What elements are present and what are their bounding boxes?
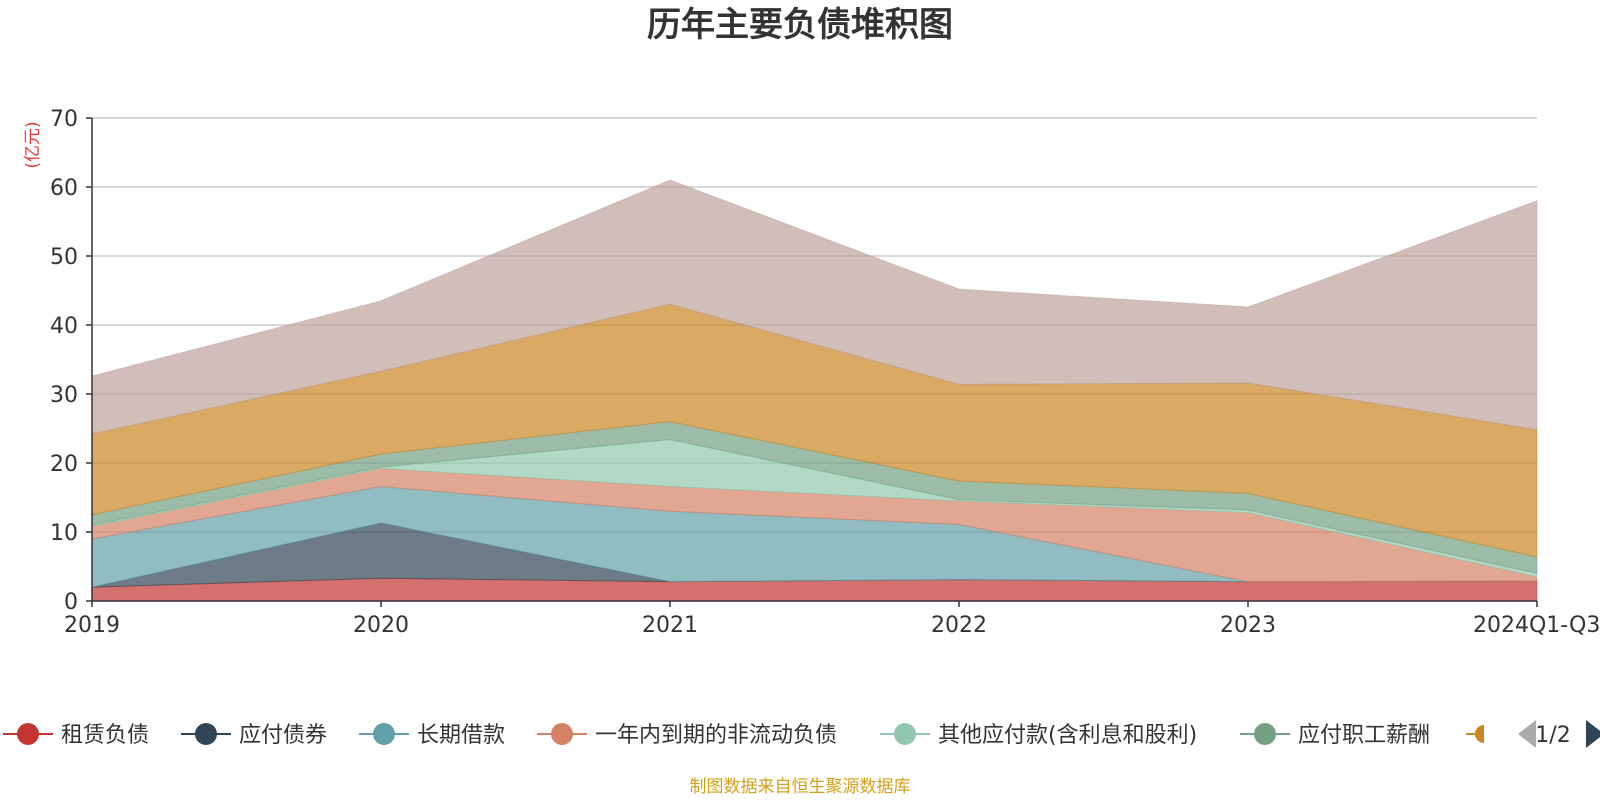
x-tick-label: 2021 bbox=[642, 613, 698, 638]
legend-marker bbox=[1475, 725, 1484, 743]
legend-pager: 1/2 bbox=[1518, 720, 1600, 748]
y-tick-label: 10 bbox=[50, 521, 78, 546]
legend: 租赁负债 应付债券 长期借款 一年内到期的非流动负债 其他应付款(含利息和股利) 应付职工… bbox=[3, 723, 1484, 748]
y-tick-label: 0 bbox=[64, 590, 78, 615]
legend-item-4[interactable]: 一年内到期的非流动负债 bbox=[537, 723, 837, 748]
legend-label: 应付债券 bbox=[239, 723, 327, 748]
legend-page-indicator: 1/2 bbox=[1535, 723, 1570, 748]
y-tick-label: 70 bbox=[50, 107, 78, 132]
x-tick-label: 2023 bbox=[1220, 613, 1276, 638]
legend-marker bbox=[195, 723, 217, 745]
legend-item-7-partial[interactable] bbox=[1466, 725, 1484, 743]
legend-label: 长期借款 bbox=[417, 723, 505, 748]
y-tick-label: 30 bbox=[50, 383, 78, 408]
legend-label: 一年内到期的非流动负债 bbox=[595, 723, 837, 748]
data-source-note: 制图数据来自恒生聚源数据库 bbox=[690, 777, 911, 797]
legend-marker bbox=[373, 723, 395, 745]
y-tick-label: 60 bbox=[50, 176, 78, 201]
x-tick-label: 2022 bbox=[931, 613, 987, 638]
y-tick-label: 50 bbox=[50, 245, 78, 270]
x-tick-label: 2020 bbox=[353, 613, 409, 638]
y-tick-label: 40 bbox=[50, 314, 78, 339]
x-tick-label: 2024Q1-Q3 bbox=[1473, 613, 1600, 638]
area-series-8[interactable] bbox=[91, 179, 1538, 435]
y-tick-label: 20 bbox=[50, 452, 78, 477]
chart-title: 历年主要负债堆积图 bbox=[647, 5, 953, 45]
legend-next-page-icon[interactable] bbox=[1586, 720, 1600, 748]
y-axis-unit-label: (亿元) bbox=[23, 121, 43, 168]
legend-marker bbox=[1254, 723, 1276, 745]
legend-marker bbox=[17, 723, 39, 745]
area-series bbox=[91, 179, 1538, 602]
axes: 0 10 20 30 40 50 60 70 2019 2020 2021 2022 2023 2024Q… bbox=[50, 107, 1600, 638]
legend-item-6[interactable]: 应付职工薪酬 bbox=[1240, 723, 1430, 748]
legend-label: 其他应付款(含利息和股利) bbox=[938, 723, 1197, 748]
legend-item-5[interactable]: 其他应付款(含利息和股利) bbox=[880, 723, 1197, 748]
legend-item-3[interactable]: 长期借款 bbox=[359, 723, 505, 748]
legend-label: 租赁负债 bbox=[61, 723, 149, 748]
x-tick-label: 2019 bbox=[64, 613, 120, 638]
legend-item-2[interactable]: 应付债券 bbox=[181, 723, 327, 748]
legend-label: 应付职工薪酬 bbox=[1298, 723, 1430, 748]
legend-prev-page-icon[interactable] bbox=[1518, 720, 1536, 748]
legend-marker bbox=[551, 723, 573, 745]
legend-marker bbox=[894, 723, 916, 745]
legend-item-1[interactable]: 租赁负债 bbox=[3, 723, 149, 748]
